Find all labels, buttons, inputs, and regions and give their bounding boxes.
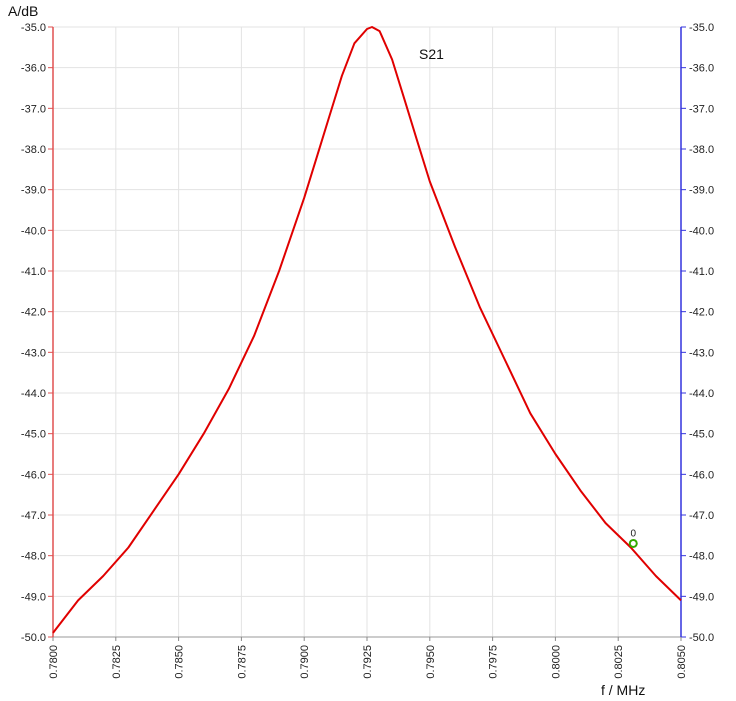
x-tick-label: 0.7950 — [425, 645, 437, 679]
x-tick-label: 0.7925 — [362, 645, 374, 679]
left-y-tick-label: -38.0 — [21, 144, 46, 156]
y-axis-title: A/dB — [8, 3, 38, 19]
series-label-s21: S21 — [419, 46, 444, 62]
x-tick-label: 0.7900 — [299, 645, 311, 679]
left-y-tick-label: -45.0 — [21, 429, 46, 441]
right-y-tick-label: -36.0 — [689, 63, 714, 75]
left-y-tick-label: -43.0 — [21, 347, 46, 359]
grid — [52, 26, 682, 638]
left-y-tick-label: -48.0 — [21, 551, 46, 563]
x-tick-label: 0.7825 — [111, 645, 123, 679]
left-y-tick-label: -40.0 — [21, 225, 46, 237]
right-y-tick-label: -46.0 — [689, 469, 714, 481]
right-y-tick-label: -37.0 — [689, 103, 714, 115]
x-tick-label: 0.7800 — [48, 645, 60, 679]
right-y-tick-label: -47.0 — [689, 510, 714, 522]
right-y-tick-label: -50.0 — [689, 632, 714, 644]
right-y-tick-label: -45.0 — [689, 429, 714, 441]
left-y-tick-label: -44.0 — [21, 388, 46, 400]
series-line-s21 — [52, 26, 682, 634]
right-y-tick-label: -35.0 — [689, 22, 714, 34]
right-y-tick-label: -41.0 — [689, 266, 714, 278]
left-y-tick-label: -50.0 — [21, 632, 46, 644]
right-y-tick-label: -48.0 — [689, 551, 714, 563]
x-tick-label: 0.8025 — [613, 645, 625, 679]
left-y-tick-label: -42.0 — [21, 307, 46, 319]
right-y-tick-label: -44.0 — [689, 388, 714, 400]
left-y-tick-label: -35.0 — [21, 22, 46, 34]
left-y-tick-label: -36.0 — [21, 63, 46, 75]
right-y-tick-label: -40.0 — [689, 225, 714, 237]
right-y-tick-label: -38.0 — [689, 144, 714, 156]
x-tick-label: 0.7850 — [174, 645, 186, 679]
left-y-tick-label: -41.0 — [21, 266, 46, 278]
left-y-tick-label: -49.0 — [21, 591, 46, 603]
right-y-tick-label: -43.0 — [689, 347, 714, 359]
series-layer — [52, 26, 682, 634]
left-y-tick-label: -37.0 — [21, 103, 46, 115]
x-tick-labels: 0.7800 0.7825 0.7850 0.7875 0.7900 0.7925 0.79… — [48, 637, 688, 679]
left-y-tick-label: -47.0 — [21, 510, 46, 522]
left-y-tick-label: -46.0 — [21, 469, 46, 481]
marker-layer: 0 — [628, 528, 638, 548]
x-axis-title: f / MHz — [601, 682, 645, 698]
marker-label: 0 — [630, 528, 636, 539]
right-y-tick-label: -49.0 — [689, 591, 714, 603]
x-tick-label: 0.7875 — [236, 645, 248, 679]
right-y-tick-labels: -35.0 -36.0 -37.0 -38.0 -39.0 -40.0 -41.0 -42.0… — [681, 22, 714, 644]
marker-point[interactable] — [628, 538, 638, 548]
left-y-tick-label: -39.0 — [21, 185, 46, 197]
right-y-tick-label: -42.0 — [689, 307, 714, 319]
right-y-tick-label: -39.0 — [689, 185, 714, 197]
x-tick-label: 0.8000 — [550, 645, 562, 679]
left-y-tick-labels: -35.0 -36.0 -37.0 -38.0 -39.0 -40.0 -41.0 -42.0… — [21, 22, 53, 644]
x-tick-label: 0.7975 — [488, 645, 500, 679]
x-tick-label: 0.8050 — [676, 645, 688, 679]
